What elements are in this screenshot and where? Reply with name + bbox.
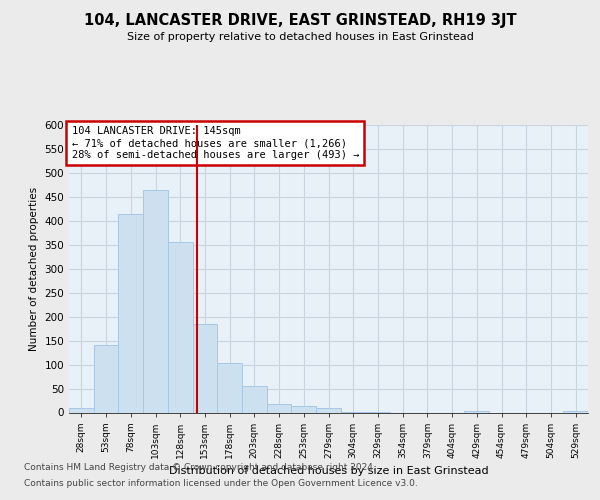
Bar <box>143 190 168 412</box>
Bar <box>292 406 316 412</box>
Bar <box>242 386 267 412</box>
Y-axis label: Number of detached properties: Number of detached properties <box>29 186 39 351</box>
Text: 104, LANCASTER DRIVE, EAST GRINSTEAD, RH19 3JT: 104, LANCASTER DRIVE, EAST GRINSTEAD, RH… <box>83 12 517 28</box>
Text: Contains HM Land Registry data © Crown copyright and database right 2024.: Contains HM Land Registry data © Crown c… <box>24 462 376 471</box>
Bar <box>316 408 341 412</box>
Bar <box>94 346 118 412</box>
Bar <box>168 242 193 412</box>
X-axis label: Distribution of detached houses by size in East Grinstead: Distribution of detached houses by size … <box>169 466 488 476</box>
Text: Size of property relative to detached houses in East Grinstead: Size of property relative to detached ho… <box>127 32 473 42</box>
Bar <box>193 324 217 412</box>
Text: 104 LANCASTER DRIVE: 145sqm
← 71% of detached houses are smaller (1,266)
28% of : 104 LANCASTER DRIVE: 145sqm ← 71% of det… <box>71 126 359 160</box>
Bar <box>118 214 143 412</box>
Bar <box>69 408 94 412</box>
Bar <box>563 410 588 412</box>
Bar <box>267 404 292 412</box>
Bar <box>464 411 489 412</box>
Text: Contains public sector information licensed under the Open Government Licence v3: Contains public sector information licen… <box>24 479 418 488</box>
Bar <box>217 363 242 412</box>
